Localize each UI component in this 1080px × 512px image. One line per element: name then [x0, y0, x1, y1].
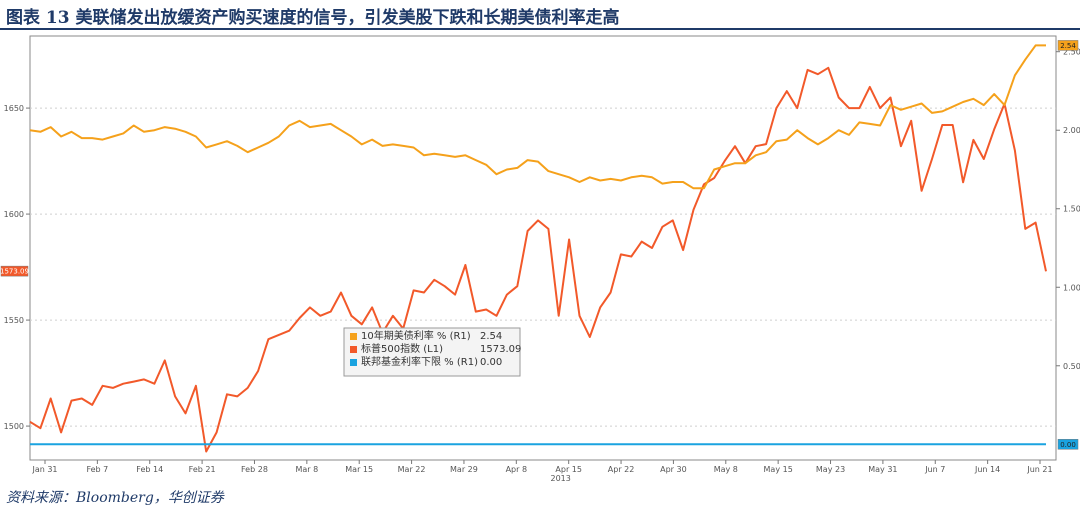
y-right-tick-label: 1.00 — [1063, 283, 1080, 292]
x-tick-label: Apr 15 — [555, 465, 582, 474]
legend-value-fed: 0.00 — [480, 357, 502, 368]
legend-label-yield: 10年期美债利率 % (R1) — [361, 329, 471, 342]
y-right-tick-label: 0.50 — [1063, 362, 1080, 371]
x-tick-label: Mar 29 — [450, 465, 478, 474]
gridlines — [30, 107, 1056, 427]
legend-label-fed: 联邦基金利率下限 % (R1) — [361, 355, 478, 368]
x-axis: Jan 31 Feb 7 Feb 14 Feb 21 Feb 28 Mar 8 Mar 15… — [31, 460, 1053, 483]
legend-swatch-fed — [350, 359, 357, 366]
left-axis: 1500 1550 1600 1650 — [4, 104, 30, 431]
x-tick-label: Jun 21 — [1026, 465, 1052, 474]
x-tick-label: Feb 7 — [86, 465, 108, 474]
yield-last-value-flag — [1057, 40, 1079, 51]
x-tick-label: Jun 14 — [974, 465, 1000, 474]
plot-area — [29, 35, 1057, 461]
title-rule — [0, 28, 1080, 30]
legend-value-spx: 1573.09 — [480, 344, 521, 355]
figure-title: 图表 13 美联储发出放缓资产购买速度的信号，引发美股下跌和长期美债利率走高 — [6, 8, 620, 28]
x-tick-label: Apr 8 — [506, 465, 527, 474]
right-axis: 0.50 1.00 1.50 2.00 2.50 — [1056, 48, 1080, 371]
x-tick-label: Feb 21 — [189, 465, 216, 474]
x-tick-label: May 15 — [764, 465, 793, 474]
y-left-tick-label: 1600 — [4, 210, 24, 219]
legend-swatch-yield — [350, 333, 357, 340]
x-tick-label: Mar 22 — [398, 465, 426, 474]
x-tick-label: Apr 22 — [608, 465, 635, 474]
x-tick-label: May 31 — [868, 465, 897, 474]
x-year-label: 2013 — [551, 474, 571, 483]
y-left-tick-label: 1500 — [4, 422, 24, 431]
y-left-tick-label: 1550 — [4, 316, 24, 325]
fed-last-value-label: 0.00 — [1060, 441, 1076, 449]
x-tick-label: Feb 14 — [136, 465, 163, 474]
x-tick-label: Mar 15 — [345, 465, 373, 474]
legend-box — [343, 327, 521, 377]
yield-line — [29, 44, 1046, 190]
line-chart: 1500 1550 1600 1650 0.50 1.00 1.50 2.00 2.50 Ja… — [0, 30, 1080, 485]
y-left-tick-label: 1650 — [4, 104, 24, 113]
x-tick-label: Mar 8 — [295, 465, 318, 474]
spx-last-value-label: 1573.09 — [0, 268, 29, 276]
x-tick-label: Apr 30 — [660, 465, 687, 474]
source-note: 资料来源：Bloomberg，华创证券 — [6, 490, 224, 506]
x-tick-label: Feb 28 — [241, 465, 268, 474]
y-right-tick-label: 2.50 — [1063, 48, 1080, 57]
spx-line — [29, 66, 1047, 453]
y-right-tick-label: 2.00 — [1063, 126, 1080, 135]
spx-last-value-flag — [0, 265, 29, 277]
series-lines — [29, 44, 1047, 453]
last-value-flags: 2.54 0.00 1573.09 — [0, 40, 1079, 450]
yield-last-value-label: 2.54 — [1060, 42, 1076, 50]
legend-value-yield: 2.54 — [480, 331, 502, 342]
legend: 10年期美债利率 % (R1) 2.54 标普500指数 (L1) 1573.09联邦… — [343, 327, 521, 377]
fed-last-value-flag — [1057, 439, 1079, 450]
x-tick-label: May 23 — [816, 465, 845, 474]
y-right-tick-label: 1.50 — [1063, 205, 1080, 214]
legend-swatch-spx — [350, 346, 357, 353]
x-tick-label: Jan 31 — [31, 465, 57, 474]
x-tick-label: May 8 — [714, 465, 738, 474]
legend-label-spx: 标普500指数 (L1) — [361, 342, 443, 355]
x-tick-label: Jun 7 — [924, 465, 945, 474]
